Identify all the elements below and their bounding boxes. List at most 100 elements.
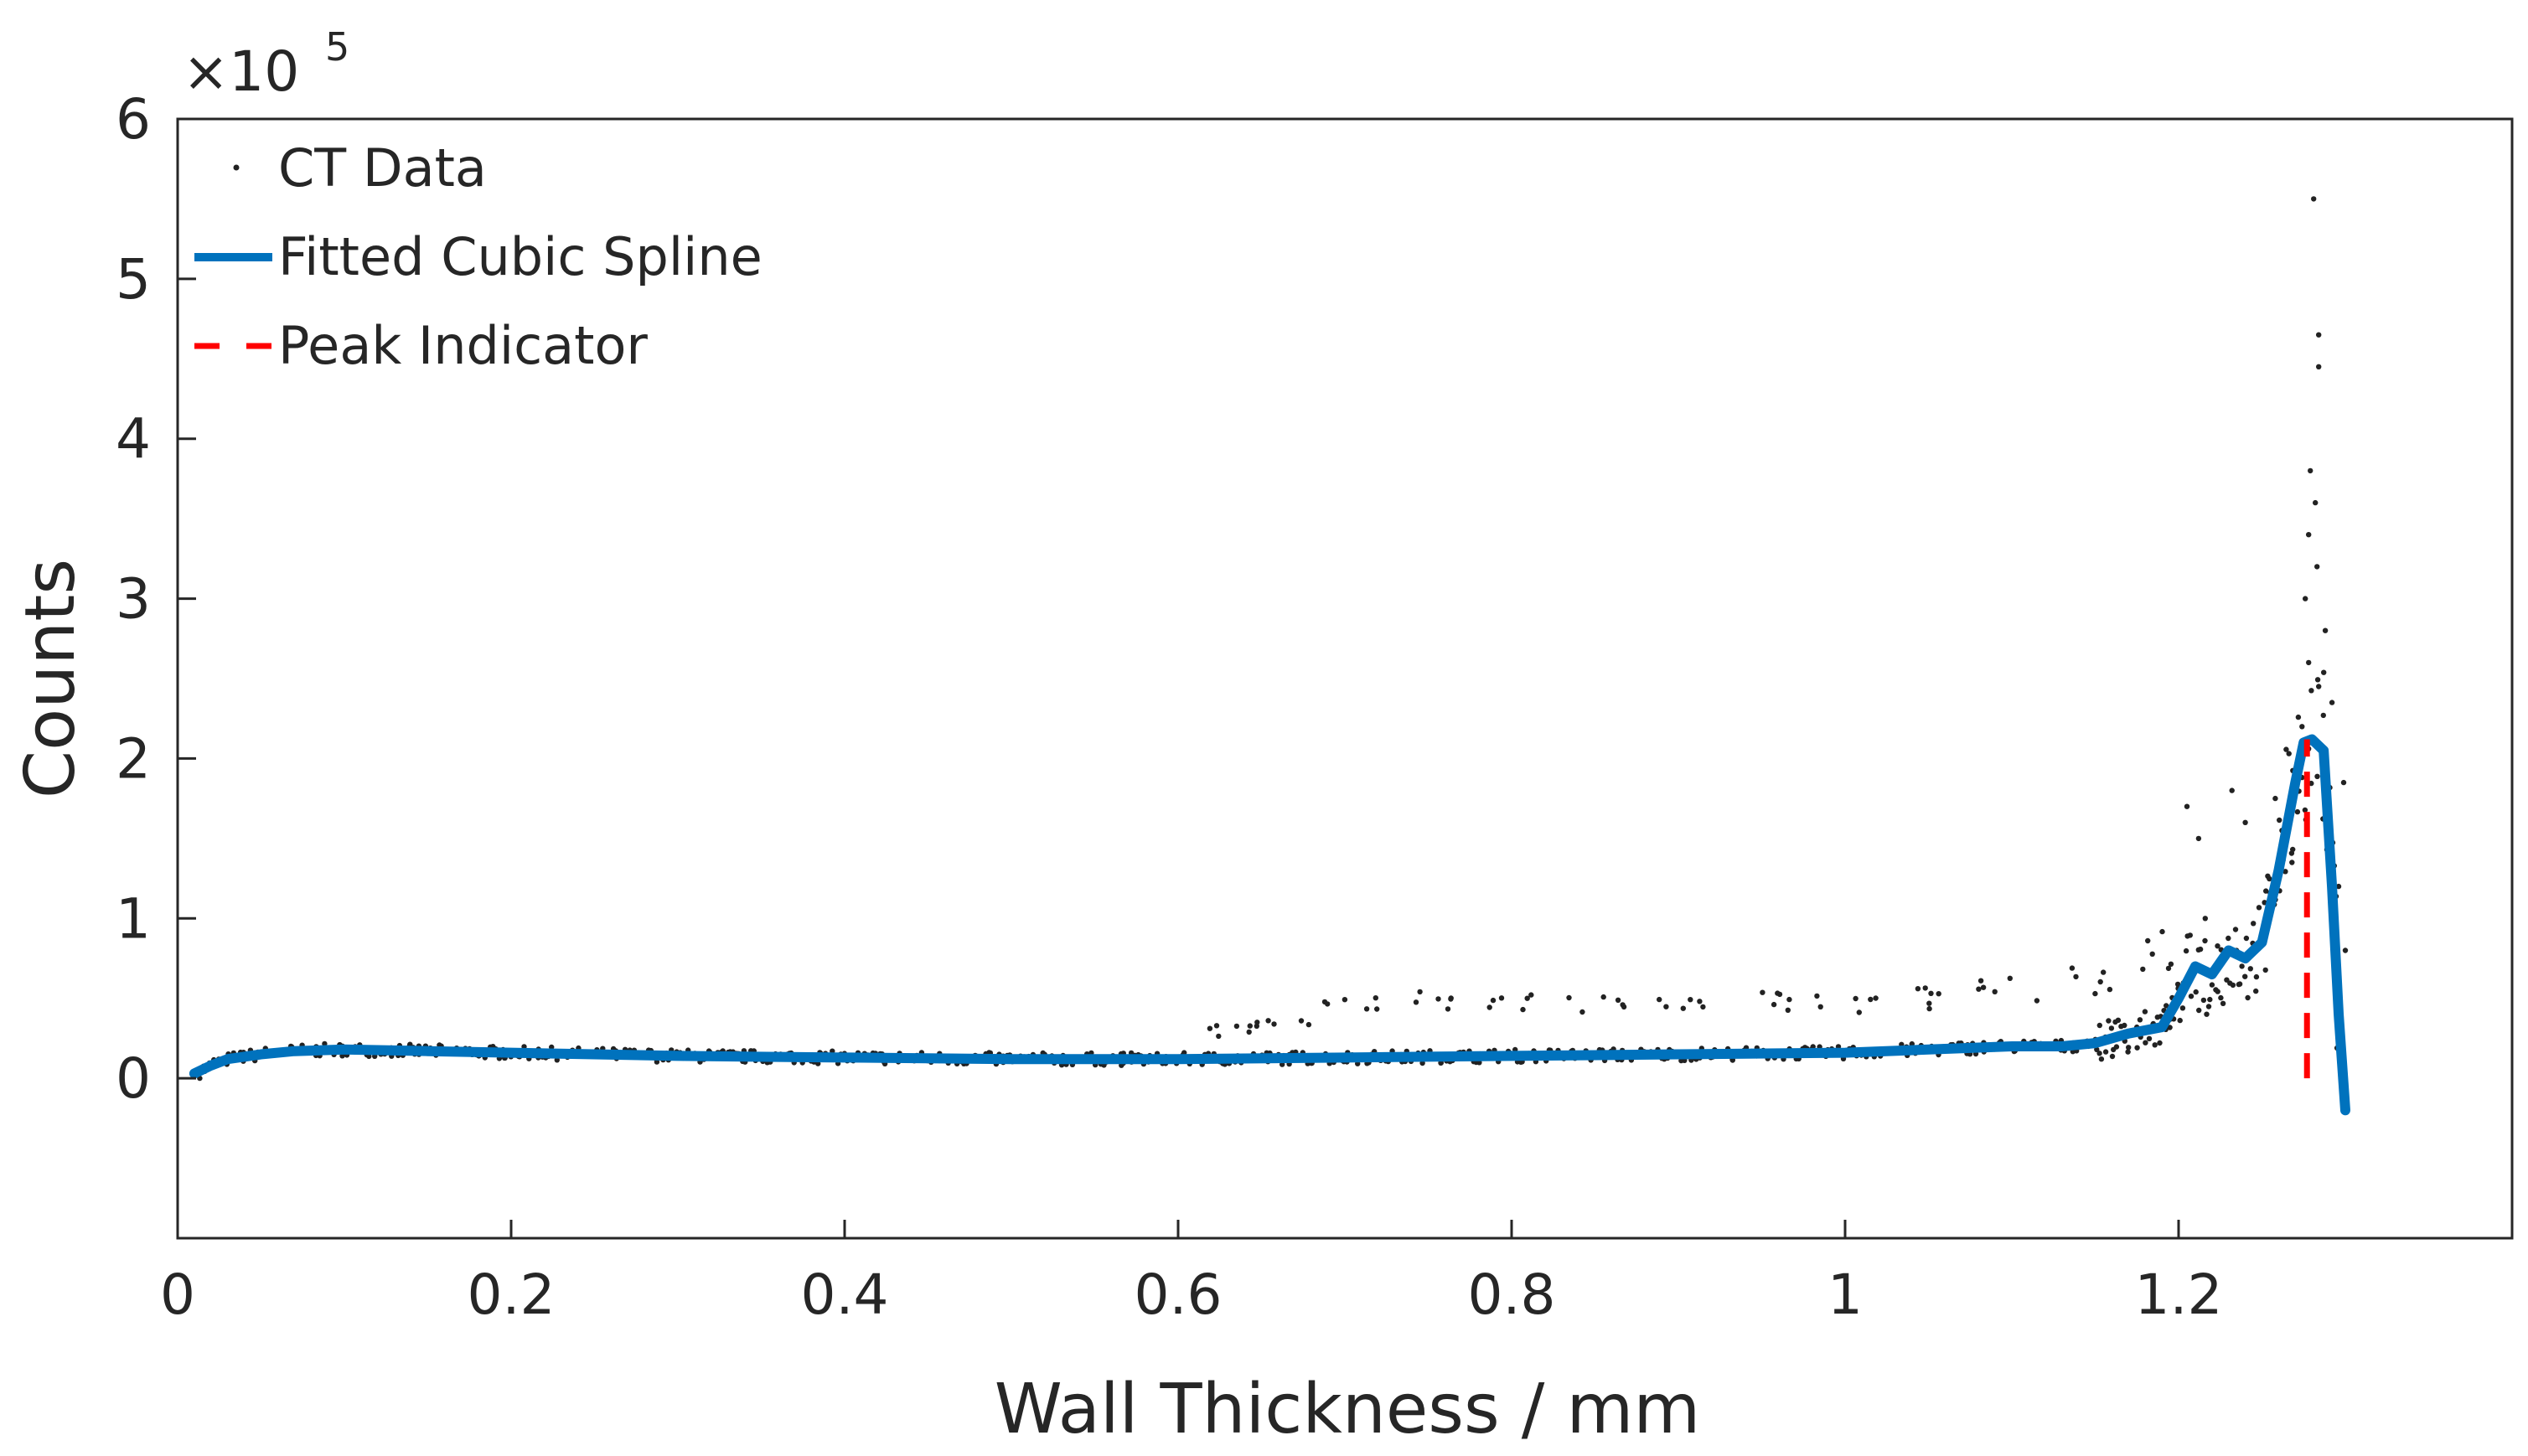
ct-data-point (2174, 981, 2181, 988)
ct-data-point (1657, 996, 1662, 1003)
axes-box (176, 117, 2514, 1240)
legend-ct-data-label: CT Data (278, 137, 487, 199)
y-tick-label: 6 (116, 87, 151, 152)
y-tick-label: 0 (116, 1046, 151, 1111)
ct-data-point (1936, 991, 1941, 997)
ct-data-point (2073, 973, 2079, 980)
ct-data-point (2118, 1024, 2124, 1030)
ct-data-point (1216, 1033, 1222, 1040)
ct-data-point (2188, 994, 2195, 999)
ct-data-point (2143, 1040, 2148, 1046)
ct-data-point (1528, 992, 1534, 998)
ct-data-point (2137, 1017, 2143, 1023)
ct-data-point (1817, 1004, 1823, 1010)
legend-peak-label: Peak Indicator (278, 315, 648, 376)
ct-data-point (1298, 1018, 1305, 1024)
ct-data-point (2096, 1051, 2102, 1056)
ct-data-point (2134, 1045, 2140, 1051)
ct-data-point (2109, 1053, 2116, 1060)
ct-data-point (1579, 1009, 1585, 1015)
ct-data-point (1814, 993, 1820, 999)
ct-data-point (1265, 1018, 1271, 1024)
ct-data-point (2320, 712, 2326, 719)
ct-data-point (1254, 1020, 1260, 1025)
y-scale-exponent: 5 (325, 24, 349, 70)
ct-data-point (1435, 996, 1441, 1002)
ct-data-point (1976, 986, 1982, 992)
ct-data-point (1786, 996, 1792, 1003)
ct-data-point (1213, 1023, 1220, 1029)
ct-data-point (2202, 937, 2208, 944)
ct-data-point (1207, 1025, 1213, 1031)
ct-data-point (654, 1059, 660, 1065)
ct-data-point (2302, 807, 2308, 813)
ct-data-point (1247, 1023, 1254, 1029)
ct-data-point (2007, 975, 2013, 982)
x-tick-label: 0.2 (468, 1262, 556, 1327)
ct-data-point (2283, 746, 2289, 752)
ct-data-point (1697, 999, 1703, 1004)
ct-data-point (1486, 1004, 1492, 1010)
ct-data-point (2294, 808, 2301, 815)
ct-data-point (2146, 1035, 2153, 1042)
ct-data-point (2096, 1022, 2102, 1029)
x-tick-label: 0.6 (1135, 1262, 1223, 1327)
ct-data-point (1342, 997, 1348, 1003)
ct-data-point (1775, 990, 1781, 996)
ct-data-point (2215, 943, 2220, 949)
ct-data-point (1363, 1006, 1370, 1012)
ct-data-point (2195, 835, 2202, 842)
ct-data-point (2152, 1042, 2158, 1048)
ct-data-point (2165, 965, 2172, 972)
ct-data-point (1490, 997, 1497, 1004)
x-tick-label: 1.2 (2135, 1262, 2223, 1327)
x-tick-label: 0 (160, 1262, 195, 1327)
y-tick-label: 2 (116, 726, 151, 791)
ct-data-point (2314, 773, 2320, 779)
ct-data-point (1926, 1005, 1932, 1012)
ct-data-point (2209, 982, 2215, 988)
ct-data-point (2183, 947, 2189, 954)
ct-data-point (1977, 978, 1984, 984)
ct-data-point (1868, 996, 1874, 1003)
ct-data-point (2232, 927, 2239, 932)
ct-data-point (1915, 986, 1921, 992)
ct-data-point (2286, 751, 2292, 756)
ct-data-point (2295, 714, 2302, 720)
ct-data-point (2230, 982, 2236, 989)
ct-data-point (2149, 951, 2155, 958)
ct-data-point (2200, 997, 2207, 1004)
ct-data-point (2167, 1025, 2173, 1030)
ct-data-point (1448, 995, 1454, 1001)
ct-data-point (2205, 1004, 2212, 1009)
legend-spline-label: Fitted Cubic Spline (278, 226, 763, 287)
fitted-cubic-spline-line (189, 734, 2350, 1116)
y-axis: 0 1 2 3 4 5 6 (116, 87, 196, 1111)
ct-data-point (1980, 984, 1987, 990)
ct-data-point (2113, 1044, 2120, 1050)
y-scale-multiplier: ×10 (183, 39, 299, 104)
ct-data-point (2288, 850, 2295, 856)
ct-data-point (2207, 996, 2213, 1003)
ct-data-point (2262, 967, 2268, 973)
y-axis-title: Counts (11, 559, 90, 798)
ct-data-point (2251, 921, 2257, 927)
ct-data-point (1922, 985, 1928, 991)
x-tick-label: 0.8 (1468, 1262, 1556, 1327)
ct-data-point (2034, 998, 2040, 1004)
ct-data-point (2097, 978, 2103, 985)
ct-data-point (1413, 999, 1419, 1005)
ct-data-point (2101, 969, 2107, 975)
ct-data-point (2313, 499, 2319, 506)
ct-data-point (2107, 986, 2113, 993)
ct-data-point (1233, 1023, 1240, 1030)
ct-data-point (2316, 332, 2322, 338)
ct-data-point (2092, 990, 2098, 997)
ct-data-point (2253, 988, 2259, 994)
ct-data-point (2218, 994, 2224, 1001)
ct-data-point (1321, 999, 1328, 1005)
ct-data-point (1498, 995, 1505, 1001)
ct-data-point (2220, 1000, 2226, 1007)
ct-data-point (1873, 995, 1879, 1001)
